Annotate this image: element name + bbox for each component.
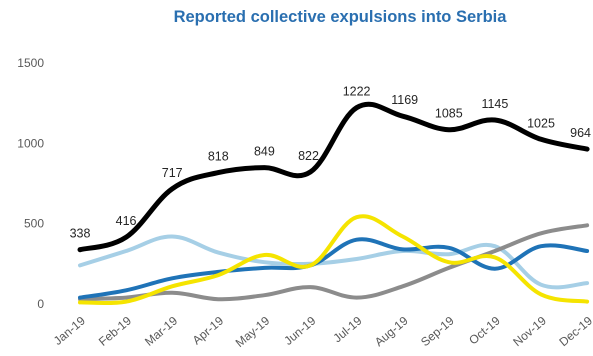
x-tick-label: Nov-19 [510,313,549,349]
series-line [78,234,590,290]
series-line [78,214,590,306]
x-tick-label: Oct-19 [466,313,503,347]
data-label: 1085 [435,107,463,121]
y-tick-label: 1500 [17,56,44,70]
x-tick-label: Feb-19 [96,313,134,348]
chart-title: Reported collective expulsions into Serb… [173,8,507,26]
data-labels-group: 338 416 717 818 849 822 1222 1169 1085 1145 1025 96… [70,85,591,241]
data-label: 1025 [527,116,555,130]
x-tick-label: Jul-19 [330,313,364,345]
y-tick-label: 500 [24,217,44,231]
y-tick-label: 1000 [17,136,44,150]
data-label: 1222 [343,85,371,99]
x-tick-label: Sep-19 [418,313,457,349]
y-tick-label: 0 [37,297,44,311]
x-tick-label: Aug-19 [372,313,411,349]
series-group [77,101,590,306]
x-tick-label: Jan-19 [51,313,88,348]
data-label: 1145 [481,97,508,111]
data-label: 964 [570,126,591,140]
data-label: 717 [162,166,183,180]
series-line [78,237,590,300]
y-axis: 0 500 1000 1500 [17,56,44,311]
x-axis: Jan-19 Feb-19 Mar-19 Apr-19 May-19 Jun-19 Jul-… [51,313,593,350]
x-tick-label: May-19 [233,313,273,350]
x-tick-label: Dec-19 [556,313,593,349]
x-tick-label: Mar-19 [142,313,180,348]
data-label: 818 [208,150,229,164]
series-line [78,223,590,302]
data-label: 338 [70,227,91,241]
data-label: 849 [254,145,275,159]
x-tick-label: Apr-19 [190,313,227,347]
data-label: 1169 [391,93,418,107]
series-line [77,101,590,253]
data-label: 416 [116,214,137,228]
x-tick-label: Jun-19 [281,313,318,348]
data-label: 822 [298,149,319,163]
